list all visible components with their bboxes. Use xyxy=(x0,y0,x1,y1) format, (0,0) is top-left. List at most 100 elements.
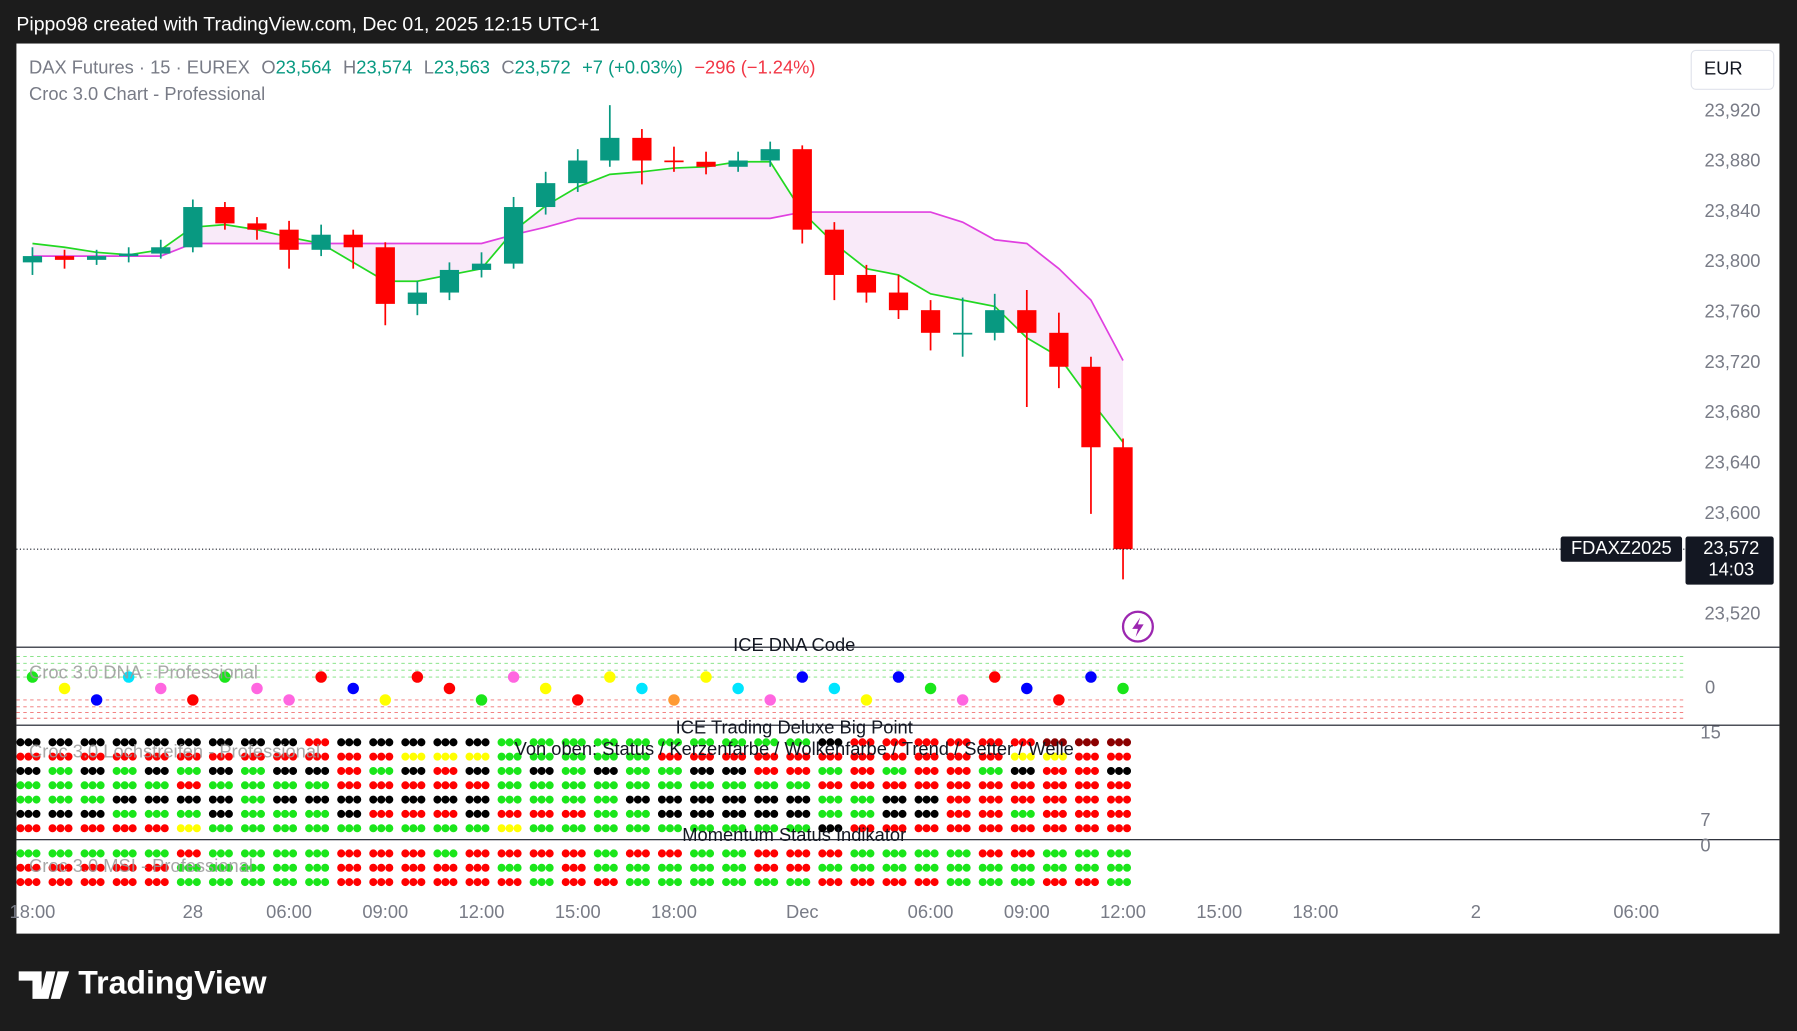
y-tick-label: 23,600 xyxy=(1704,502,1760,523)
currency-button[interactable] xyxy=(1690,49,1775,90)
dna-dot xyxy=(90,694,103,706)
x-tick-label: 12:00 xyxy=(1100,901,1146,922)
candle-body xyxy=(696,161,716,167)
legend-value: 23,564 xyxy=(276,57,332,78)
candle-body xyxy=(1017,310,1037,333)
dna-dot xyxy=(1021,682,1033,695)
price-tag xyxy=(1685,536,1774,585)
dna-dot xyxy=(187,694,199,706)
dna-dot xyxy=(668,694,680,706)
legend-change: +7 (+0.03%) xyxy=(582,57,683,78)
candle-body xyxy=(183,207,203,248)
pane-title: Croc 3.0 DNA - Professional xyxy=(29,661,258,682)
candle-body xyxy=(536,183,556,208)
alert-bolt xyxy=(1132,617,1144,637)
candle-body xyxy=(760,149,780,161)
dna-dot xyxy=(58,682,71,695)
dna-dot xyxy=(283,694,295,706)
currency-label[interactable]: EUR xyxy=(1704,58,1743,79)
x-tick-label: 06:00 xyxy=(1613,901,1659,922)
candle-body xyxy=(151,247,171,254)
dna-dot xyxy=(122,671,135,683)
symbol-tag-label: FDAXZ2025 xyxy=(1571,537,1672,558)
candle-body xyxy=(664,160,684,163)
x-tick-label: 18:00 xyxy=(10,901,56,922)
brand-name[interactable]: TradingView xyxy=(78,965,266,1001)
candle-body xyxy=(632,137,652,161)
candle-body xyxy=(1113,447,1133,550)
x-tick-label: 09:00 xyxy=(362,901,408,922)
dna-dot xyxy=(315,671,327,683)
pane-subtitle: ICE Trading Deluxe Big Point xyxy=(676,716,913,737)
dna-dot xyxy=(251,682,263,695)
y-tick-label: 23,640 xyxy=(1704,451,1760,472)
x-tick-label: 28 xyxy=(183,901,203,922)
dna-dot xyxy=(539,682,552,695)
legend-label: L xyxy=(424,57,434,78)
pane-title: Croc 3.0 Lochstreifen - Professional xyxy=(29,740,320,761)
y-tick-label: 0 xyxy=(1705,676,1715,697)
candle-body xyxy=(600,137,620,161)
dna-dot xyxy=(636,682,648,695)
candle-body xyxy=(471,263,492,270)
price-tag-label: 23,572 xyxy=(1703,537,1759,558)
pane-subtitle: Momentum Status Indikator xyxy=(682,824,906,845)
y-tick-label: 23,920 xyxy=(1704,99,1760,120)
dna-dot xyxy=(507,671,520,683)
legend-value: 23,563 xyxy=(434,57,490,78)
candle-body xyxy=(215,207,235,224)
x-tick-label: 09:00 xyxy=(1004,901,1050,922)
y-tick-label: 23,880 xyxy=(1704,150,1760,171)
pane-title: Croc 3.0 MSI - Professional xyxy=(29,855,253,876)
dna-dot xyxy=(828,682,841,695)
candle-body xyxy=(86,256,107,260)
dna-dot xyxy=(732,682,744,695)
plot: 23,52023,56023,60023,64023,68023,72023,7… xyxy=(10,99,1761,922)
candle-body xyxy=(503,207,524,264)
y-tick-label: 23,840 xyxy=(1704,200,1760,221)
band-line xyxy=(32,211,1124,361)
y-tick-label: 23,680 xyxy=(1704,401,1760,422)
dna-dot xyxy=(347,682,359,695)
candle-body xyxy=(247,223,267,230)
dna-dot xyxy=(1117,682,1129,695)
y-tick-label: 15 xyxy=(1700,722,1720,743)
dna-dot xyxy=(219,671,231,683)
x-tick-label: 06:00 xyxy=(266,901,312,922)
dna-dot xyxy=(475,694,488,706)
dna-dot xyxy=(604,671,616,683)
legend-day-change: −296 (−1.24%) xyxy=(694,57,815,78)
x-tick-label: 12:00 xyxy=(459,901,505,922)
dna-dot xyxy=(379,694,392,706)
candle-body xyxy=(985,310,1005,333)
dna-dot xyxy=(988,671,1001,683)
dna-dot xyxy=(956,694,969,706)
candle-body xyxy=(1049,332,1069,367)
x-tick-label: 06:00 xyxy=(908,901,954,922)
legend-value: 23,572 xyxy=(515,57,571,78)
x-tick-label: 2 xyxy=(1471,901,1481,922)
alert-icon[interactable] xyxy=(1121,610,1154,643)
dna-dot xyxy=(443,682,456,695)
candle-body xyxy=(920,310,941,333)
symbol-tag xyxy=(1560,536,1683,562)
y-tick-label: 23,520 xyxy=(1704,602,1760,623)
candle-body xyxy=(119,253,139,257)
brand-logo[interactable] xyxy=(18,971,70,999)
legend-label: C xyxy=(501,57,514,78)
candle-body xyxy=(375,247,395,304)
candle-body xyxy=(54,256,75,260)
candle-body xyxy=(343,234,363,248)
dna-dot xyxy=(796,671,809,683)
y-tick-label: 23,720 xyxy=(1704,351,1760,372)
y-tick-label: 23,800 xyxy=(1704,250,1760,271)
x-tick-label: Dec xyxy=(786,901,819,922)
legend: DAX Futures · 15 · EUREX O23,564 H23,574 L2… xyxy=(29,57,815,78)
band-fill xyxy=(32,161,1124,443)
dna-dot xyxy=(411,671,424,683)
legend-label: H xyxy=(343,57,356,78)
indicator-title: Croc 3.0 Chart - Professional xyxy=(29,83,265,104)
candle-body xyxy=(953,332,973,335)
